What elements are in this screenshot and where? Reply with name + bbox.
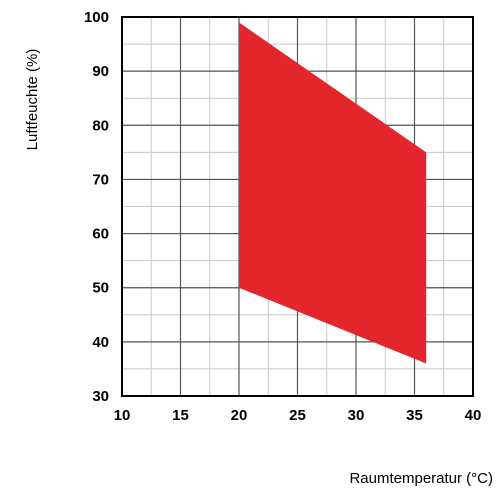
y-tick-label: 90 — [92, 63, 109, 80]
x-tick-label: 35 — [406, 407, 423, 424]
x-tick-label: 40 — [465, 407, 482, 424]
y-tick-label: 40 — [92, 334, 109, 351]
y-tick-label: 30 — [92, 388, 109, 405]
y-tick-labels: 30 40 50 60 70 80 90 100 — [84, 9, 109, 405]
y-tick-label: 70 — [92, 171, 109, 188]
x-tick-labels: 10 15 20 25 30 35 40 — [114, 407, 482, 424]
plot-frame — [121, 16, 474, 397]
x-tick-label: 30 — [348, 407, 365, 424]
y-tick-label: 80 — [92, 117, 109, 134]
comfort-region — [239, 22, 427, 364]
x-tick-label: 15 — [172, 407, 189, 424]
x-axis-title: Raumtemperatur (°C) — [349, 470, 493, 487]
x-tick-label: 10 — [114, 407, 131, 424]
x-tick-label: 20 — [231, 407, 248, 424]
y-tick-label: 60 — [92, 226, 109, 243]
y-axis-title: Luftfeuchte (%) — [24, 49, 41, 151]
y-tick-label: 50 — [92, 280, 109, 297]
y-tick-label: 100 — [84, 9, 109, 26]
x-tick-label: 25 — [289, 407, 306, 424]
